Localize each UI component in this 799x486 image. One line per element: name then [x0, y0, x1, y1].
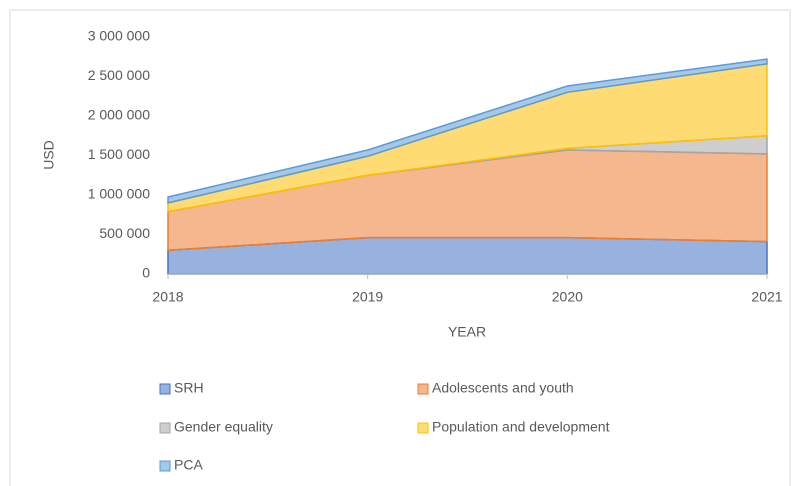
x-tick-label: 2019 [352, 289, 383, 305]
y-tick-label: 500 000 [99, 225, 150, 241]
chart-frame [9, 9, 791, 486]
legend-swatch [159, 383, 171, 395]
y-tick-label: 1 500 000 [88, 146, 150, 162]
y-tick-label: 1 000 000 [88, 186, 150, 202]
legend-swatch [159, 422, 171, 434]
legend-swatch [417, 422, 429, 434]
legend-label: SRH [174, 380, 204, 396]
legend-label: Gender equality [174, 419, 273, 435]
legend-label: Adolescents and youth [432, 380, 574, 396]
legend-label: PCA [174, 457, 203, 473]
y-tick-label: 2 000 000 [88, 107, 150, 123]
area [167, 149, 768, 252]
x-tick-label: 2021 [751, 289, 782, 305]
y-axis-label: USD [41, 140, 57, 170]
x-tick-label: 2018 [152, 289, 183, 305]
legend-swatch [159, 460, 171, 472]
y-tick-label: 0 [142, 265, 150, 281]
legend-swatch [417, 383, 429, 395]
y-tick-label: 2 500 000 [88, 67, 150, 83]
legend-label: Population and development [432, 419, 610, 435]
y-tick-label: 3 000 000 [88, 28, 150, 44]
x-tick-label: 2020 [552, 289, 583, 305]
x-axis-label: YEAR [448, 324, 486, 340]
area [167, 58, 768, 204]
